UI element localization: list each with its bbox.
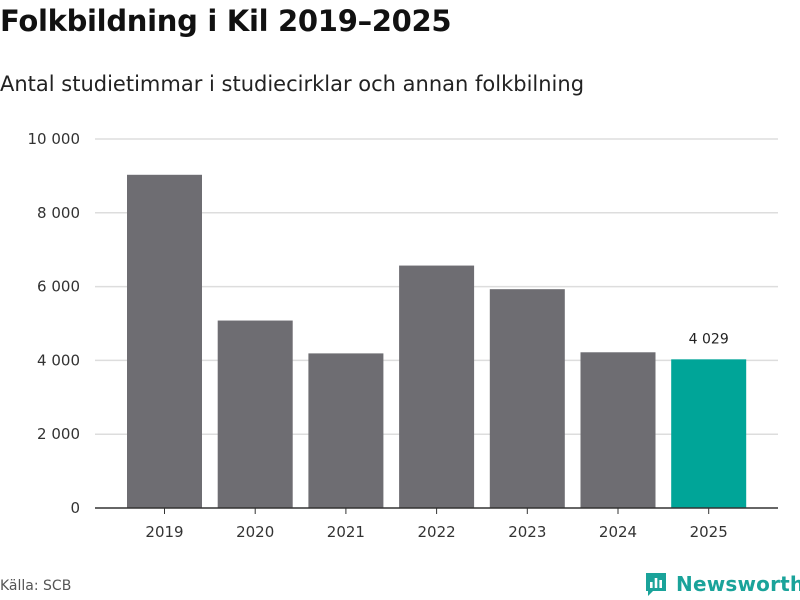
chart-subtitle: Antal studietimmar i studiecirklar och a…: [0, 72, 585, 96]
x-tick-label: 2020: [236, 523, 274, 541]
bars: [127, 174, 747, 508]
x-tick-label: 2025: [690, 523, 728, 541]
bar-2019: [127, 174, 202, 508]
data-labels: 4 029: [689, 331, 729, 347]
brand-name: Newsworthy: [676, 572, 800, 596]
y-tick-label: 6 000: [37, 278, 80, 296]
bar-value-label: 4 029: [689, 331, 729, 347]
bar-2021: [308, 353, 384, 508]
y-tick-label: 10 000: [28, 130, 81, 148]
y-axis-labels: 0 2 000 4 000 6 000 8 000 10 000: [28, 130, 81, 517]
source-note: Källa: SCB: [0, 578, 72, 594]
x-tick-label: 2022: [418, 523, 456, 541]
bar-2025: [671, 359, 747, 508]
bar-chart-icon: [646, 573, 666, 596]
y-tick-label: 8 000: [37, 204, 80, 222]
x-tick-label: 2023: [508, 523, 546, 541]
x-tick-label: 2024: [599, 523, 637, 541]
bar-2022: [399, 265, 475, 508]
y-tick-label: 4 000: [37, 351, 80, 369]
x-axis: 2019 2020 2021 2022 2023 2024 2025: [95, 507, 778, 541]
x-tick-label: 2021: [327, 523, 365, 541]
chart-title: Folkbildning i Kil 2019–2025: [0, 4, 452, 38]
bar-2024: [580, 352, 656, 508]
y-tick-label: 2 000: [37, 425, 80, 443]
bar-2020: [217, 320, 293, 508]
newsworthy-logo: Newsworthy: [644, 569, 800, 599]
y-tick-label: 0: [70, 499, 80, 517]
x-tick-label: 2019: [145, 523, 183, 541]
bar-2023: [489, 289, 565, 508]
